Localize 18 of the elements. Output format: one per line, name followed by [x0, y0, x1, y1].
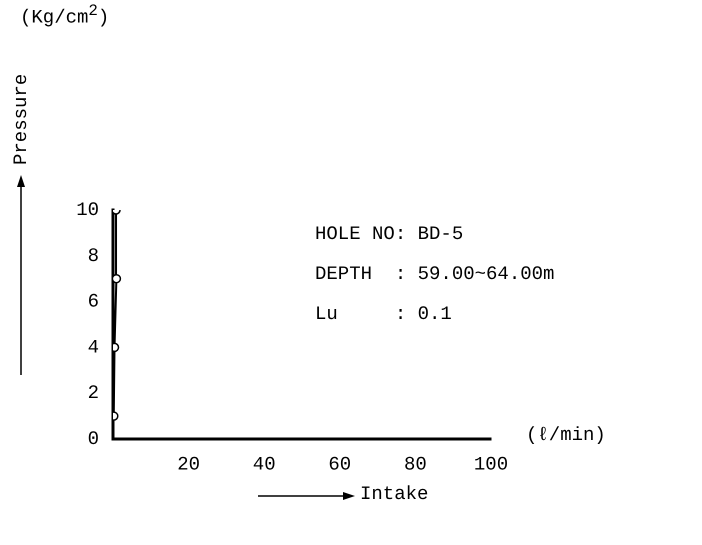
text: (ℓ/min)	[526, 424, 606, 446]
y-tick-label: 6	[88, 290, 99, 313]
x-tick-label: 40	[252, 453, 276, 476]
y-tick-label: 2	[88, 382, 99, 404]
annotation: DEPTH : 59.00~64.00m	[315, 263, 554, 285]
x-axis-title: Intake	[360, 483, 428, 505]
x-tick-label: 20	[177, 453, 200, 476]
annotation: HOLE NO: BD-5	[315, 223, 464, 245]
y-tick-label: 8	[88, 244, 99, 267]
annotation: Lu : 0.1	[315, 303, 452, 325]
y-axis-title: Pressure	[10, 74, 32, 165]
text: (Kg/cm$^{2}$)	[20, 2, 110, 28]
y-tick-label: 4	[88, 336, 99, 358]
y-tick-label: 0	[88, 428, 99, 450]
x-tick-label: 60	[328, 453, 352, 476]
x-tick-label: 100	[474, 453, 508, 476]
x-tick-label: 80	[404, 453, 427, 476]
y-tick-label: 10	[76, 199, 99, 222]
